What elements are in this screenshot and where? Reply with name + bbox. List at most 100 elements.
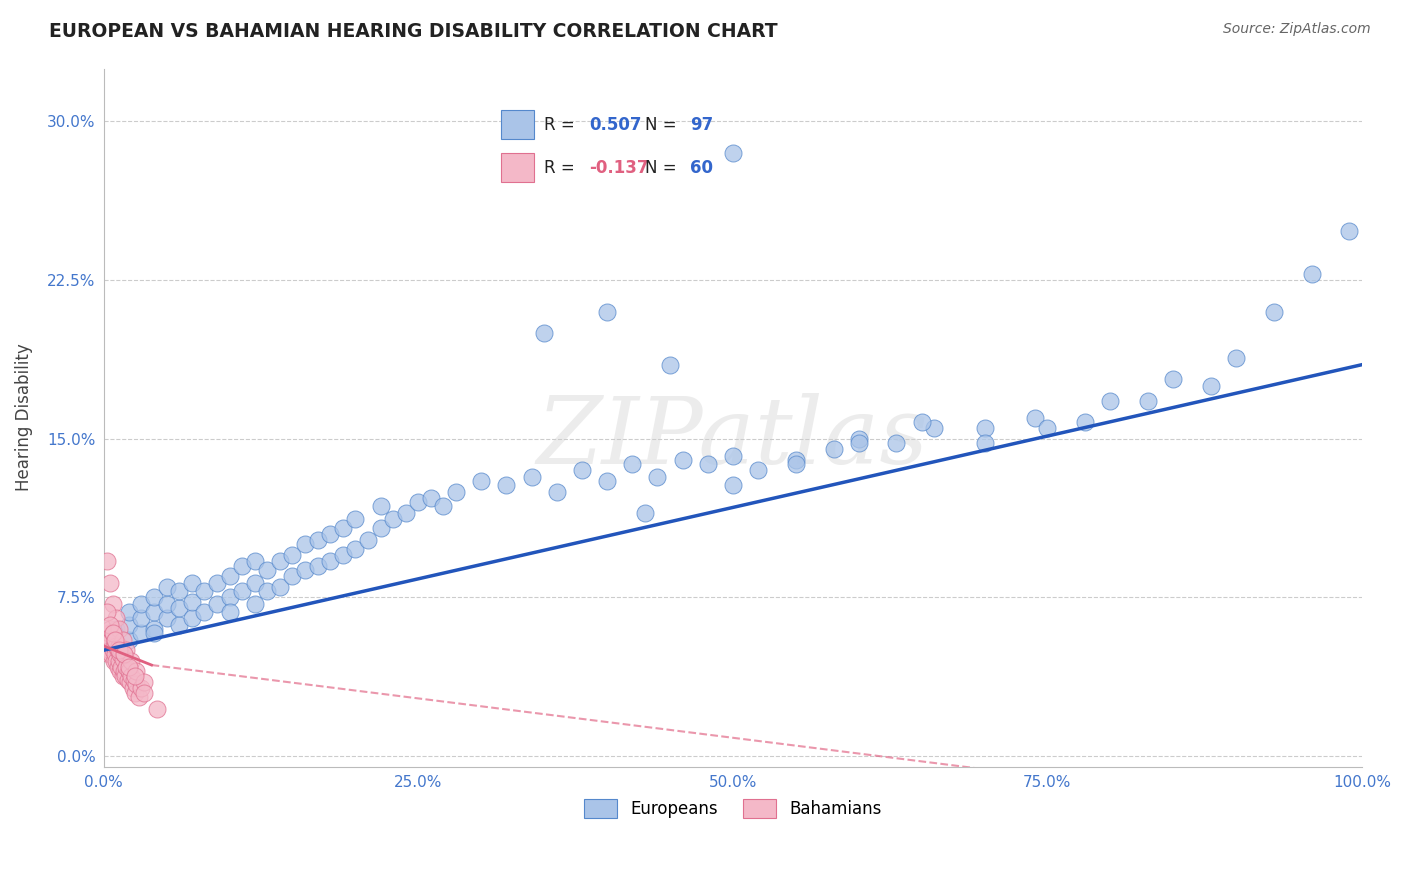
Bahamians — [110, 643, 132, 657]
Europeans — [357, 533, 380, 548]
Bahamians — [104, 648, 127, 662]
Bahamians — [111, 668, 134, 682]
Europeans — [721, 478, 744, 492]
Bahamians — [114, 668, 136, 682]
Bahamians — [105, 639, 128, 653]
Europeans — [231, 584, 253, 599]
Europeans — [470, 474, 492, 488]
Europeans — [131, 597, 153, 611]
Europeans — [243, 554, 266, 568]
Bahamians — [118, 665, 141, 679]
Europeans — [205, 597, 228, 611]
Bahamians — [120, 675, 142, 690]
Text: EUROPEAN VS BAHAMIAN HEARING DISABILITY CORRELATION CHART: EUROPEAN VS BAHAMIAN HEARING DISABILITY … — [49, 22, 778, 41]
Europeans — [319, 554, 342, 568]
Europeans — [294, 563, 316, 577]
Bahamians — [97, 626, 120, 640]
Europeans — [1137, 393, 1160, 408]
Europeans — [747, 463, 769, 477]
Europeans — [823, 442, 845, 457]
Bahamians — [108, 643, 131, 657]
Text: Source: ZipAtlas.com: Source: ZipAtlas.com — [1223, 22, 1371, 37]
Bahamians — [115, 643, 138, 657]
Bahamians — [101, 597, 124, 611]
Bahamians — [121, 681, 143, 696]
Europeans — [1036, 421, 1059, 435]
Europeans — [973, 436, 995, 450]
Europeans — [269, 580, 291, 594]
Bahamians — [104, 632, 127, 647]
Bahamians — [111, 651, 134, 665]
Bahamians — [125, 677, 148, 691]
Europeans — [167, 601, 190, 615]
Bahamians — [100, 632, 122, 647]
Europeans — [634, 506, 657, 520]
Europeans — [307, 558, 329, 573]
Europeans — [243, 597, 266, 611]
Bahamians — [117, 673, 139, 687]
Europeans — [143, 626, 166, 640]
Europeans — [218, 605, 240, 619]
Europeans — [180, 611, 202, 625]
Bahamians — [98, 617, 121, 632]
Europeans — [180, 594, 202, 608]
Europeans — [721, 449, 744, 463]
Europeans — [520, 469, 543, 483]
Europeans — [382, 512, 405, 526]
Bahamians — [111, 632, 134, 647]
Bahamians — [108, 665, 131, 679]
Europeans — [218, 591, 240, 605]
Europeans — [596, 305, 619, 319]
Bahamians — [112, 648, 135, 662]
Europeans — [432, 500, 454, 514]
Bahamians — [101, 626, 124, 640]
Bahamians — [101, 643, 124, 657]
Europeans — [1263, 305, 1285, 319]
Europeans — [370, 500, 392, 514]
Europeans — [281, 569, 304, 583]
Bahamians — [122, 673, 145, 687]
Europeans — [218, 569, 240, 583]
Europeans — [118, 617, 141, 632]
Europeans — [131, 626, 153, 640]
Europeans — [886, 436, 908, 450]
Europeans — [658, 358, 681, 372]
Bahamians — [98, 575, 121, 590]
Bahamians — [101, 626, 124, 640]
Europeans — [131, 611, 153, 625]
Europeans — [546, 484, 568, 499]
Europeans — [332, 520, 354, 534]
Y-axis label: Hearing Disability: Hearing Disability — [15, 343, 32, 491]
Europeans — [973, 421, 995, 435]
Europeans — [1074, 415, 1097, 429]
Bahamians — [132, 675, 155, 690]
Europeans — [180, 575, 202, 590]
Bahamians — [96, 554, 118, 568]
Bahamians — [100, 648, 122, 662]
Bahamians — [105, 611, 128, 625]
Europeans — [167, 617, 190, 632]
Bahamians — [115, 660, 138, 674]
Bahamians — [132, 685, 155, 699]
Europeans — [910, 415, 932, 429]
Europeans — [319, 527, 342, 541]
Bahamians — [105, 654, 128, 668]
Bahamians — [98, 643, 121, 657]
Europeans — [1024, 410, 1046, 425]
Europeans — [621, 457, 644, 471]
Europeans — [205, 575, 228, 590]
Bahamians — [120, 668, 142, 682]
Bahamians — [96, 639, 118, 653]
Europeans — [118, 605, 141, 619]
Europeans — [256, 563, 278, 577]
Europeans — [922, 421, 945, 435]
Europeans — [118, 632, 141, 647]
Bahamians — [118, 660, 141, 674]
Europeans — [156, 597, 179, 611]
Bahamians — [96, 632, 118, 647]
Bahamians — [103, 639, 125, 653]
Europeans — [848, 432, 870, 446]
Europeans — [785, 457, 807, 471]
Europeans — [571, 463, 593, 477]
Europeans — [143, 591, 166, 605]
